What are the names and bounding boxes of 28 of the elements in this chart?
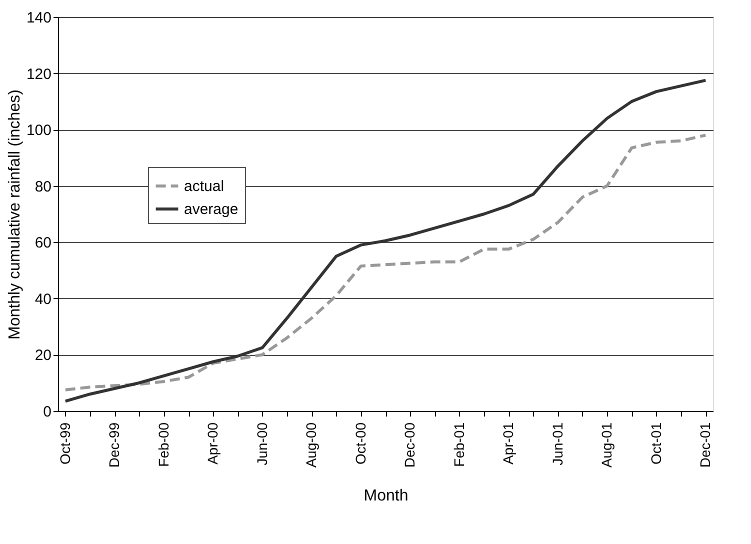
x-axis-title: Month: [364, 488, 408, 505]
line-series: [64, 134, 708, 392]
x-tick-label: Aug-00: [303, 422, 320, 468]
x-tick-label: Oct-99: [56, 422, 73, 465]
y-tick-label: 80: [34, 178, 52, 196]
y-tick-label: 140: [26, 10, 52, 26]
legend-label: actual: [184, 178, 224, 195]
x-tick-label: Jun-01: [549, 422, 566, 466]
x-tick-label: Dec-01: [697, 422, 714, 468]
line-series: [64, 78, 708, 403]
x-tick-label: Jun-00: [254, 422, 270, 466]
x-tick-label: Apr-01: [500, 422, 516, 465]
y-tick-label: 20: [34, 347, 52, 364]
x-tick-label: Feb-00: [155, 422, 172, 467]
x-tick-label: Apr-00: [204, 422, 221, 465]
y-tick-label: 40: [34, 290, 52, 308]
x-tick-label: Dec-00: [402, 422, 418, 468]
y-tick-label: 60: [34, 234, 52, 252]
x-tick-label: Oct-00: [352, 422, 368, 465]
x-tick-label: Feb-01: [450, 422, 467, 467]
x-tick-label: Dec-99: [106, 422, 122, 468]
y-tick-label: 0: [43, 404, 52, 420]
y-axis-title: Monthly cumulative rainfall (inches): [6, 90, 24, 340]
x-tick-label: Aug-01: [598, 422, 615, 468]
y-tick-label: 120: [26, 66, 52, 83]
x-tick-label: Oct-01: [648, 422, 664, 465]
y-tick-label: 100: [26, 122, 52, 140]
legend-label: average: [184, 201, 238, 218]
